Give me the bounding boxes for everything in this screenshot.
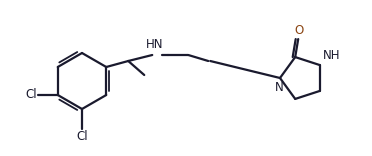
Text: Cl: Cl [25,88,37,102]
Text: Cl: Cl [76,130,88,143]
Text: O: O [295,24,304,37]
Text: N: N [275,81,283,94]
Text: HN: HN [145,38,163,51]
Text: NH: NH [323,49,340,62]
